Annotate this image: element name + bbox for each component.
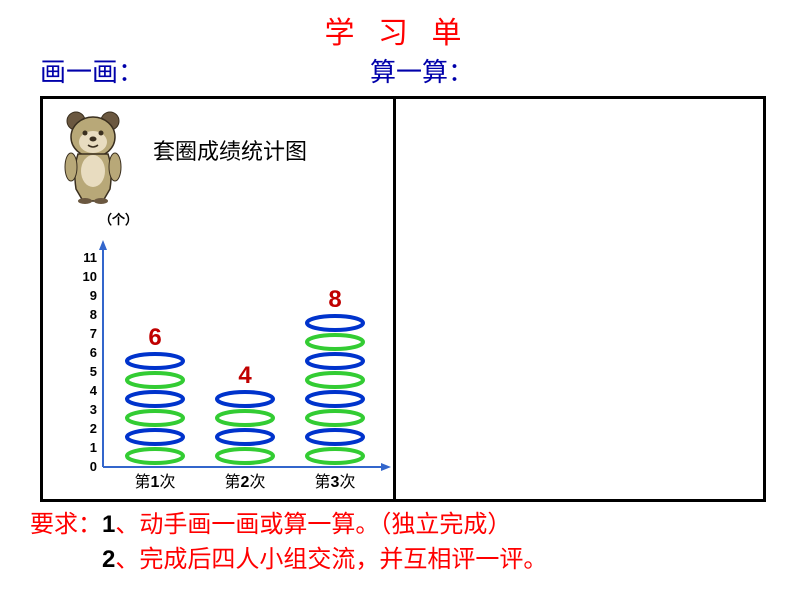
svg-text:6: 6 — [90, 345, 97, 360]
svg-text:1: 1 — [90, 440, 97, 455]
ring-chart: 0 1 2 3 4 5 6 7 8 9 10 11 6 第1次 4 第2次 8 第3次 — [73, 215, 393, 497]
svg-text:8: 8 — [90, 307, 97, 322]
requirements: 要求：1、动手画一画或算一算。（独立完成） 2、完成后四人小组交流，并互相评一评… — [30, 508, 547, 577]
svg-text:第2次: 第2次 — [225, 473, 266, 491]
svg-text:2: 2 — [90, 421, 97, 436]
section-label-draw: 画一画： — [40, 52, 144, 89]
panel-draw: 套圈成绩统计图 （个） 012345678910116第1次4第2次8第3次 — [43, 99, 396, 499]
req-text-2: 、完成后四人小组交流，并互相评一评。 — [115, 547, 547, 573]
req-num-1: 1 — [102, 511, 115, 538]
svg-text:5: 5 — [90, 364, 97, 379]
req-num-2: 2 — [102, 546, 115, 573]
worksheet-box: 套圈成绩统计图 （个） 012345678910116第1次4第2次8第3次 — [40, 96, 766, 502]
svg-text:4: 4 — [238, 362, 252, 389]
chart-title: 套圈成绩统计图 — [153, 134, 307, 166]
svg-text:7: 7 — [90, 326, 97, 341]
svg-text:第1次: 第1次 — [135, 473, 176, 491]
svg-text:9: 9 — [90, 288, 97, 303]
requirements-label: 要求： — [30, 512, 102, 538]
page-title: 学 习 单 — [0, 8, 794, 52]
svg-text:0: 0 — [90, 459, 97, 474]
req-text-1: 、动手画一画或算一算。（独立完成） — [115, 512, 511, 538]
bear-icon — [58, 109, 128, 204]
svg-text:10: 10 — [83, 269, 97, 284]
svg-text:11: 11 — [83, 250, 97, 265]
section-label-calc: 算一算： — [370, 52, 474, 89]
svg-text:第3次: 第3次 — [315, 473, 356, 491]
svg-text:8: 8 — [328, 286, 341, 313]
svg-text:4: 4 — [90, 383, 98, 398]
svg-text:3: 3 — [90, 402, 97, 417]
svg-text:6: 6 — [148, 324, 161, 351]
panel-calc — [396, 99, 763, 499]
